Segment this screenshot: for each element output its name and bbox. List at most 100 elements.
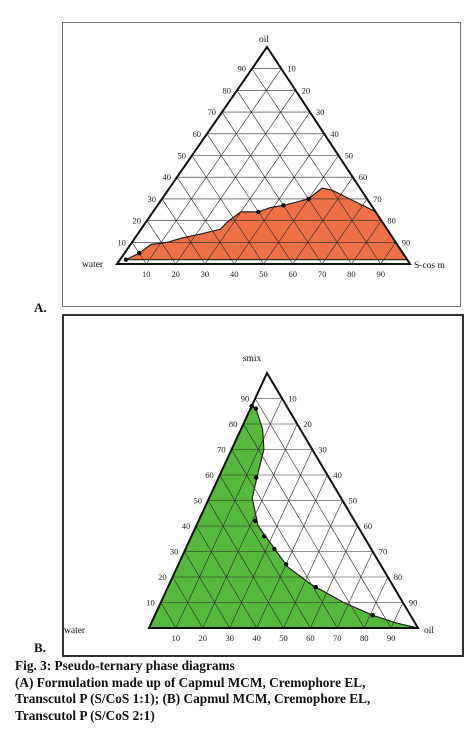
- tick-label-left: 10: [146, 598, 155, 608]
- tick-label-right: 20: [303, 419, 312, 429]
- ternary-diagram-a: 10 10 10 20 20 20 30 30 30 40 40 40 50 50 50 60 60 60 70 70…: [82, 35, 445, 279]
- tick-label-bottom: 20: [171, 269, 180, 279]
- vertex-label-left: water: [82, 260, 104, 270]
- tick-label-bottom: 80: [347, 269, 356, 279]
- vertex-label-left: water: [64, 626, 86, 636]
- data-point: [249, 403, 254, 409]
- tick-label-right: 40: [333, 470, 342, 480]
- grid-line: [380, 242, 396, 265]
- grid-line: [146, 220, 176, 265]
- tick-label-bottom: 10: [142, 269, 151, 279]
- tick-label-bottom: 60: [306, 633, 315, 643]
- tick-label-bottom: 90: [387, 633, 396, 643]
- grid-line: [184, 551, 230, 629]
- grid-line: [251, 68, 381, 265]
- tick-label-bottom: 50: [279, 633, 288, 643]
- tick-label-bottom: 40: [252, 633, 261, 643]
- tick-label-bottom: 30: [225, 633, 234, 643]
- tick-label-right: 50: [345, 151, 354, 161]
- grid-line: [310, 525, 358, 629]
- tick-label-left: 50: [178, 151, 187, 161]
- vertex-label-right: oil: [424, 626, 434, 636]
- triangle-outline: [115, 45, 412, 265]
- tick-label-right: 20: [302, 85, 311, 95]
- ternary-diagram-b: 10 10 10 20 20 20 30 30 30 40 40 40 50 50 50 60 60 60 70 70…: [64, 354, 434, 643]
- grid-line: [254, 398, 392, 629]
- panel-a-label: A.: [34, 300, 47, 315]
- tick-label-bottom: 70: [318, 269, 327, 279]
- vertex-label-right: S-cos m: [414, 261, 445, 271]
- grid-line: [229, 449, 313, 629]
- tick-label-right: 10: [287, 64, 296, 74]
- vertex-label-top: oil: [259, 35, 269, 45]
- grid-line: [207, 500, 284, 629]
- grid-line: [292, 177, 354, 265]
- grid-line: [204, 111, 311, 265]
- caption-line-2: Transcutol P (S/CoS 1:1); (B) Capmul MCM…: [15, 691, 371, 706]
- tick-label-left: 50: [194, 496, 203, 506]
- tick-label-left: 70: [217, 445, 226, 455]
- grid-line: [176, 177, 235, 265]
- grid-line: [161, 198, 206, 265]
- grid-line: [390, 602, 404, 629]
- tick-label-left: 90: [241, 394, 250, 404]
- tick-label-right: 10: [288, 394, 297, 404]
- tick-label-bottom: 80: [360, 633, 369, 643]
- grid-line: [231, 449, 338, 629]
- grid-line: [337, 551, 373, 629]
- tick-label-left: 20: [133, 216, 142, 226]
- data-point: [256, 209, 261, 215]
- figure-caption: Fig. 3: Pseudo-ternary phase diagrams (A…: [15, 658, 470, 724]
- tick-label-left: 80: [223, 85, 232, 95]
- caption-line-3: Transcutol P (S/CoS 2:1): [15, 707, 155, 723]
- data-point: [123, 257, 129, 262]
- phase-region: [148, 405, 419, 629]
- vertex-label-top: smix: [243, 354, 262, 364]
- tick-label-bottom: 70: [333, 633, 342, 643]
- data-point: [252, 518, 258, 524]
- tick-label-right: 80: [394, 572, 403, 582]
- data-point: [272, 546, 277, 552]
- tick-label-left: 20: [158, 572, 167, 582]
- tick-label-left: 90: [238, 64, 247, 74]
- data-point: [306, 196, 311, 202]
- tick-label-left: 10: [118, 237, 127, 247]
- tick-label-left: 70: [208, 107, 217, 117]
- tick-label-left: 30: [170, 547, 179, 557]
- data-point: [283, 562, 289, 567]
- tick-label-right: 70: [379, 547, 388, 557]
- tick-label-right: 80: [387, 216, 396, 226]
- tick-label-left: 60: [193, 129, 202, 139]
- data-point: [253, 406, 259, 411]
- panel-b-label: B.: [34, 640, 46, 655]
- grid-line: [175, 398, 283, 629]
- tick-label-right: 30: [318, 445, 327, 455]
- grid-line: [146, 68, 282, 265]
- triangle-outline: [147, 370, 420, 629]
- data-point: [281, 203, 286, 208]
- tick-label-left: 80: [229, 419, 238, 429]
- tick-label-left: 60: [205, 470, 214, 480]
- tick-label-right: 90: [402, 237, 411, 247]
- tick-label-left: 40: [182, 521, 191, 531]
- grid-line: [221, 111, 323, 265]
- grid-line: [363, 576, 389, 629]
- tick-label-bottom: 40: [230, 269, 239, 279]
- data-point: [370, 613, 375, 618]
- grid-line: [283, 500, 343, 629]
- data-point: [137, 250, 142, 256]
- tick-label-bottom: 10: [172, 633, 181, 643]
- tick-label-left: 40: [163, 172, 172, 182]
- tick-label-right: 60: [364, 521, 373, 531]
- grid-lines: [131, 68, 396, 265]
- tick-label-bottom: 50: [259, 269, 268, 279]
- tick-label-right: 70: [373, 194, 382, 204]
- grid-lines: [160, 398, 404, 629]
- grid-line: [195, 525, 257, 629]
- grid-line: [321, 198, 368, 265]
- tick-label-bottom: 20: [199, 633, 208, 643]
- tick-label-right: 60: [359, 172, 368, 182]
- grid-line: [172, 576, 204, 629]
- caption-line-1: (A) Formulation made up of Capmul MCM, C…: [15, 674, 366, 690]
